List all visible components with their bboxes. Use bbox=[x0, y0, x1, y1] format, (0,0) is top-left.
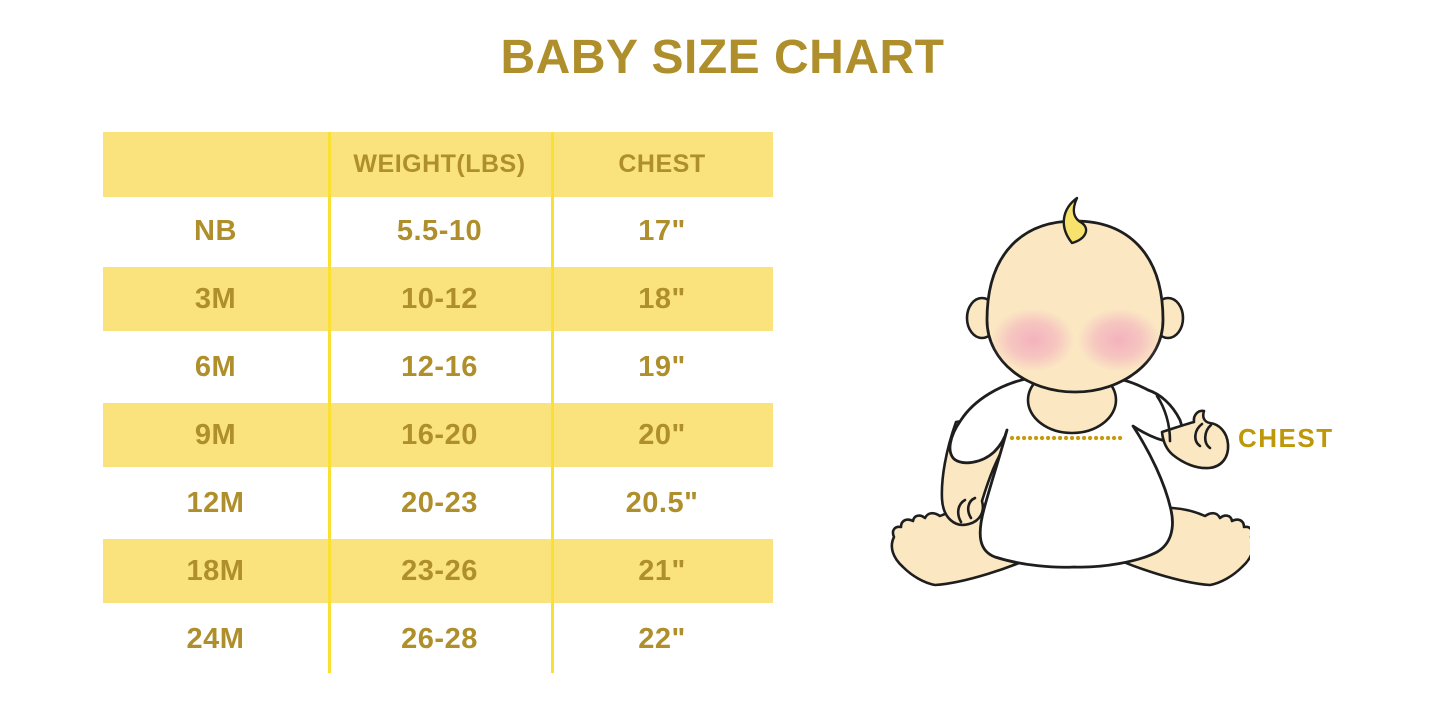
size-cell: NB bbox=[194, 214, 237, 247]
header-weight-cell: WEIGHT(LBS) bbox=[353, 150, 526, 178]
size-table: WEIGHT(LBS) CHEST NB 5.5-10 17" 3M 10-12 18" 6… bbox=[103, 132, 773, 673]
chest-label: CHEST bbox=[1238, 423, 1334, 453]
table-body: NB 5.5-10 17" 3M 10-12 18" 6M 12-16 19" 9M 16-20 20… bbox=[103, 197, 773, 673]
size-cell: 12M bbox=[186, 486, 245, 519]
table-row: 3M 10-12 18" bbox=[103, 265, 773, 333]
size-cell: 18M bbox=[186, 554, 245, 587]
header-size-cell bbox=[103, 132, 328, 197]
weight-cell: 10-12 bbox=[401, 282, 478, 315]
baby-left-hand-fingers bbox=[956, 496, 977, 524]
chest-cell: 20" bbox=[638, 418, 686, 451]
baby-right-sleeve-cuff bbox=[1155, 394, 1172, 443]
chest-cell: 18" bbox=[638, 282, 686, 315]
chest-cell: 19" bbox=[638, 350, 686, 383]
baby-onesie bbox=[948, 374, 1183, 569]
table-row: 24M 26-28 22" bbox=[103, 605, 773, 673]
page-title: BABY SIZE CHART bbox=[500, 31, 945, 84]
baby-blush-left bbox=[991, 308, 1075, 372]
baby-illustration bbox=[890, 196, 1250, 587]
chest-cell: 21" bbox=[638, 554, 686, 587]
weight-cell: 5.5-10 bbox=[396, 214, 483, 247]
chest-cell: 17" bbox=[638, 214, 686, 247]
size-cell: 3M bbox=[194, 282, 237, 315]
table-row: 9M 16-20 20" bbox=[103, 401, 773, 469]
size-cell: 9M bbox=[194, 418, 237, 451]
column-divider-2 bbox=[551, 132, 554, 673]
table-row: 12M 20-23 20.5" bbox=[103, 469, 773, 537]
table-row: 6M 12-16 19" bbox=[103, 333, 773, 401]
column-divider-1 bbox=[328, 132, 331, 673]
baby-hair-curl bbox=[1062, 196, 1088, 245]
table-row: NB 5.5-10 17" bbox=[103, 197, 773, 265]
header-chest-cell: CHEST bbox=[618, 150, 706, 178]
weight-cell: 12-16 bbox=[401, 350, 478, 383]
size-cell: 24M bbox=[186, 622, 245, 655]
weight-cell: 20-23 bbox=[401, 486, 478, 519]
table-row: 18M 23-26 21" bbox=[103, 537, 773, 605]
weight-cell: 23-26 bbox=[401, 554, 478, 587]
chest-cell: 20.5" bbox=[625, 486, 699, 519]
baby-fist-knuckles bbox=[1194, 422, 1213, 450]
weight-cell: 26-28 bbox=[401, 622, 478, 655]
weight-cell: 16-20 bbox=[401, 418, 478, 451]
chest-cell: 22" bbox=[638, 622, 686, 655]
size-cell: 6M bbox=[194, 350, 237, 383]
baby-blush-right bbox=[1077, 308, 1161, 372]
table-header-row: WEIGHT(LBS) CHEST bbox=[103, 132, 773, 197]
